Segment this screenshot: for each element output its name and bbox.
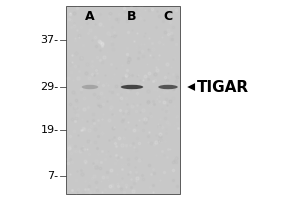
Ellipse shape [158, 85, 178, 89]
Text: 7-: 7- [47, 171, 58, 181]
Text: 19-: 19- [40, 125, 58, 135]
Text: 37-: 37- [40, 35, 58, 45]
Ellipse shape [82, 85, 98, 89]
Text: A: A [85, 10, 95, 23]
Text: C: C [164, 10, 172, 23]
Ellipse shape [121, 85, 143, 89]
Text: B: B [127, 10, 137, 23]
Bar [66, 6, 180, 194]
Text: TIGAR: TIGAR [196, 80, 249, 95]
Text: 29-: 29- [40, 82, 58, 92]
